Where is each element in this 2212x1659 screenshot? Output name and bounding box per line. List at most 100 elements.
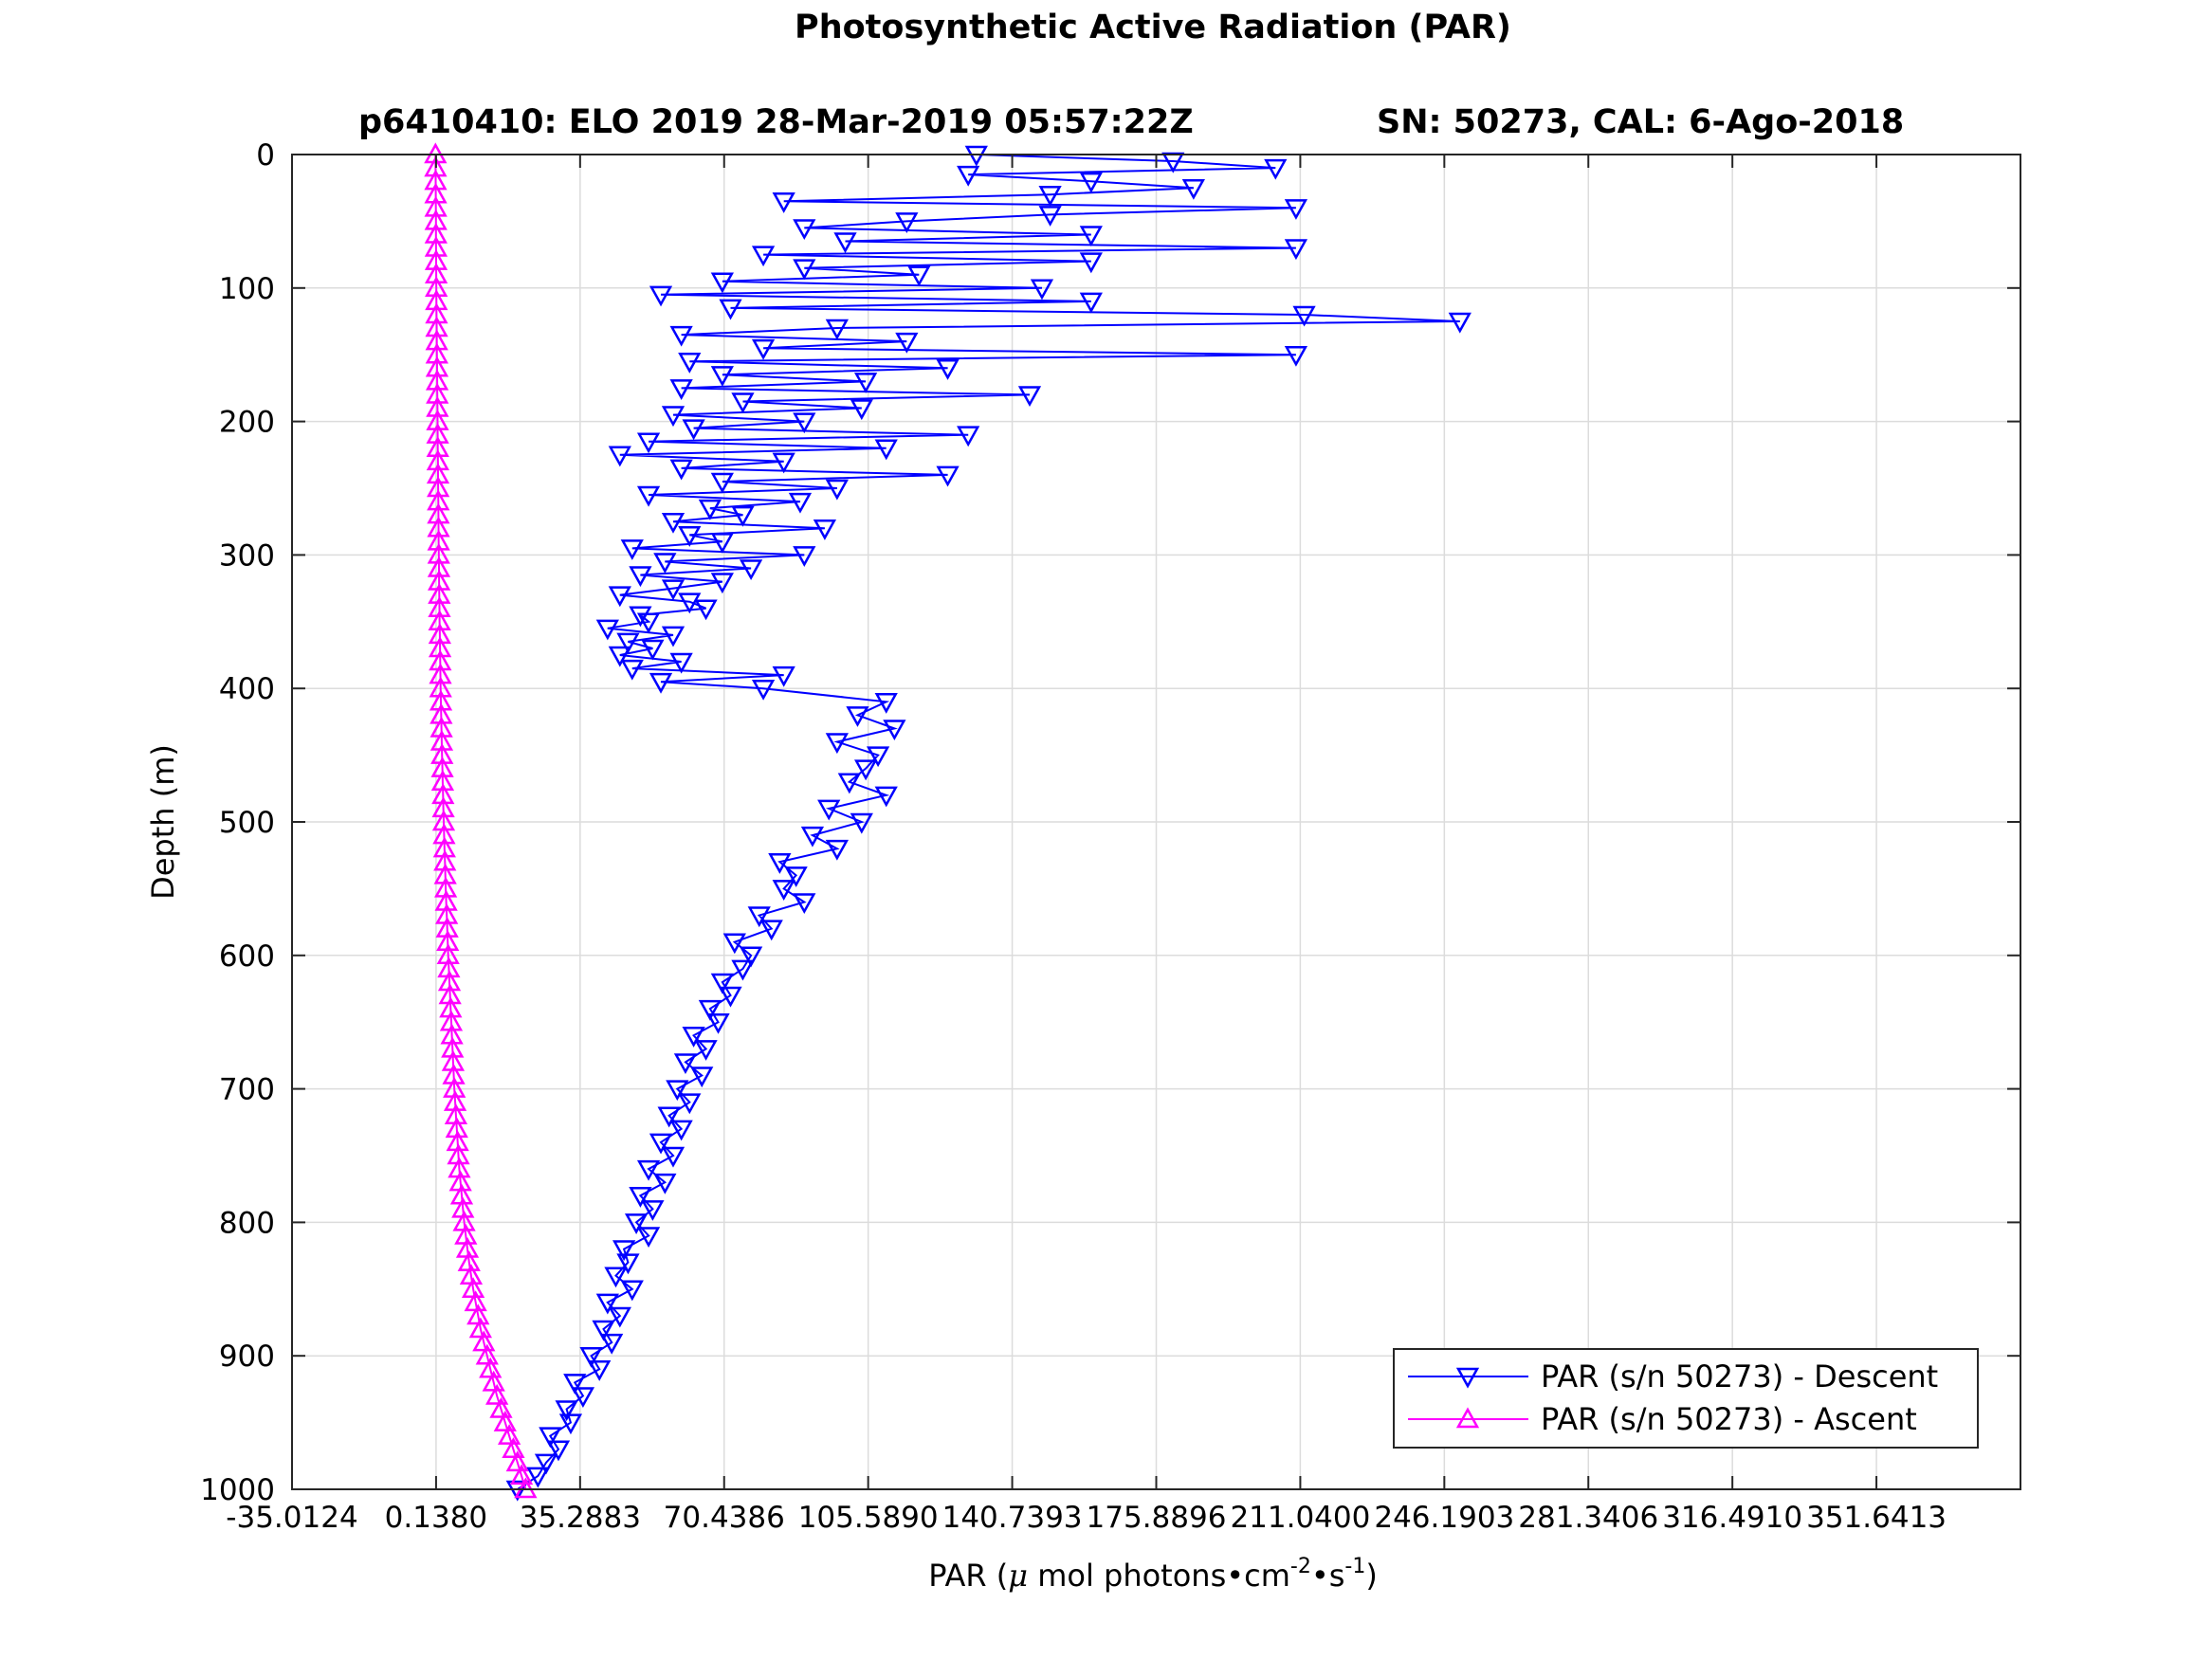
data-point xyxy=(443,1090,467,1111)
data-point xyxy=(432,823,456,845)
data-point xyxy=(690,1066,714,1088)
data-point xyxy=(451,1196,475,1218)
data-point xyxy=(673,1053,698,1075)
data-point xyxy=(426,395,449,417)
data-point xyxy=(874,439,898,461)
data-point xyxy=(661,1146,686,1168)
data-point xyxy=(772,192,795,213)
y-tick-label: 900 xyxy=(219,1340,275,1374)
data-point xyxy=(1038,206,1062,227)
data-point xyxy=(430,729,454,751)
data-point xyxy=(853,759,878,781)
data-point xyxy=(833,232,857,254)
data-point xyxy=(539,1427,562,1449)
data-point xyxy=(608,586,631,608)
data-point xyxy=(428,610,451,631)
data-point xyxy=(678,592,702,614)
y-tick-label: 400 xyxy=(219,672,275,706)
data-point xyxy=(457,1250,481,1271)
data-point xyxy=(592,1320,615,1341)
data-point xyxy=(432,836,456,858)
data-point xyxy=(698,499,722,520)
data-point xyxy=(731,505,755,527)
data-point xyxy=(439,1010,464,1031)
data-point xyxy=(509,1464,534,1486)
y-tick-label: 500 xyxy=(219,806,275,840)
data-point xyxy=(436,943,460,965)
data-point xyxy=(424,195,448,217)
data-point xyxy=(424,249,448,270)
data-point xyxy=(850,399,873,421)
x-tick-label: 140.7393 xyxy=(942,1501,1083,1535)
data-point xyxy=(694,599,718,621)
data-point xyxy=(459,1264,484,1285)
data-point xyxy=(455,1236,480,1258)
data-point xyxy=(426,436,449,458)
data-point xyxy=(759,920,783,941)
data-point xyxy=(571,1387,595,1409)
data-point xyxy=(505,1450,529,1472)
data-point xyxy=(636,485,661,507)
x-label-mu: μ xyxy=(1008,1558,1028,1594)
y-tick-label: 0 xyxy=(256,138,275,173)
data-point xyxy=(1079,226,1103,247)
data-point xyxy=(429,689,453,711)
data-point xyxy=(772,880,795,901)
data-point xyxy=(608,446,631,467)
data-point xyxy=(813,519,837,540)
data-point xyxy=(710,366,734,387)
data-point xyxy=(454,1223,478,1245)
data-point xyxy=(443,1077,466,1098)
data-point xyxy=(427,516,450,538)
data-point xyxy=(710,573,734,594)
data-point xyxy=(431,796,455,818)
data-point xyxy=(706,1012,730,1034)
data-point xyxy=(825,733,849,755)
legend-ascent-label: PAR (s/n 50273) - Ascent xyxy=(1541,1401,1917,1437)
x-tick-label: 246.1903 xyxy=(1374,1501,1514,1535)
data-point xyxy=(425,289,448,311)
data-point xyxy=(428,623,451,645)
data-point xyxy=(466,1304,490,1325)
data-point xyxy=(669,1120,693,1141)
data-point xyxy=(710,472,734,494)
data-point xyxy=(461,1277,485,1299)
data-point xyxy=(1284,345,1308,367)
data-point xyxy=(722,933,746,955)
data-point xyxy=(629,1186,652,1208)
data-point xyxy=(678,526,702,547)
data-point xyxy=(874,693,898,714)
data-point xyxy=(793,412,816,434)
data-point xyxy=(446,1130,469,1152)
x-tick-label: 70.4386 xyxy=(664,1501,785,1535)
series-line xyxy=(517,154,1460,1490)
data-point xyxy=(678,1093,702,1115)
y-tick-label: 300 xyxy=(219,538,275,573)
data-point xyxy=(710,533,734,554)
data-point xyxy=(641,639,665,661)
data-point xyxy=(1448,312,1472,334)
data-point xyxy=(1079,252,1103,274)
data-point xyxy=(853,373,878,393)
data-point xyxy=(430,716,453,738)
data-point xyxy=(657,1106,681,1128)
data-point xyxy=(555,1400,578,1422)
data-point xyxy=(661,579,686,601)
data-point xyxy=(430,702,453,724)
data-point xyxy=(883,720,906,741)
data-point xyxy=(747,906,771,928)
data-point xyxy=(434,876,458,898)
data-point xyxy=(907,265,931,287)
data-point xyxy=(739,946,763,968)
data-point xyxy=(793,259,816,281)
data-point xyxy=(595,1293,619,1315)
data-point xyxy=(636,432,661,454)
x-tick-label: 35.2883 xyxy=(520,1501,641,1535)
data-point xyxy=(448,1157,471,1178)
x-tick-label: 281.3406 xyxy=(1518,1501,1658,1535)
data-point xyxy=(433,863,457,884)
data-point xyxy=(445,1117,468,1139)
data-point xyxy=(433,849,457,871)
data-point xyxy=(1038,185,1062,207)
data-point xyxy=(472,1330,496,1352)
